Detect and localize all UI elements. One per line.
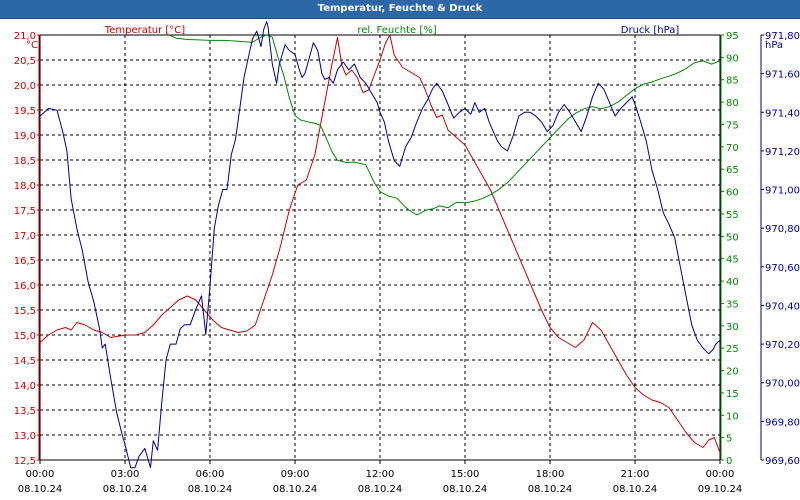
temperature-tick-label: 20,5 <box>14 56 36 67</box>
temperature-tick-label: 14,0 <box>14 381 36 392</box>
x-tick-label-time: 03:00 <box>111 469 140 480</box>
temperature-tick-label: 15,5 <box>14 306 36 317</box>
x-tick-label-date: 09.10.24 <box>698 484 743 495</box>
pressure-tick-label: 970,60 <box>765 263 800 274</box>
x-tick-label-time: 00:00 <box>706 469 735 480</box>
temperature-tick-label: 21,0 <box>14 31 36 42</box>
temperature-tick-label: 18,0 <box>14 181 36 192</box>
temperature-tick-label: 18,5 <box>14 156 36 167</box>
temperature-tick-label: 14,5 <box>14 356 36 367</box>
humidity-tick-label: 65 <box>726 165 739 176</box>
temperature-axis-label: Temperatur [°C] <box>104 25 185 36</box>
temperature-tick-label: 15,0 <box>14 331 36 342</box>
title-bar: Temperatur, Feuchte & Druck <box>0 0 800 19</box>
humidity-tick-label: 55 <box>726 210 739 221</box>
temperature-tick-label: 13,5 <box>14 406 36 417</box>
humidity-tick-label: 15 <box>726 389 739 400</box>
x-tick-label-date: 08.10.24 <box>18 484 63 495</box>
pressure-tick-label: 971,60 <box>765 70 800 81</box>
pressure-axis-label: Druck [hPa] <box>621 25 680 36</box>
humidity-tick-label: 85 <box>726 76 739 87</box>
series-line-pressure <box>39 21 721 469</box>
humidity-tick-label: 45 <box>726 255 739 266</box>
x-tick-label-time: 15:00 <box>451 469 480 480</box>
temperature-tick-label: 16,0 <box>14 281 36 292</box>
humidity-tick-label: 35 <box>726 299 739 310</box>
pressure-tick-label: 971,20 <box>765 147 800 158</box>
pressure-tick-label: 971,80 <box>765 31 800 42</box>
humidity-tick-label: 95 <box>726 31 739 42</box>
temperature-unit: °C <box>26 40 38 51</box>
humidity-tick-label: 10 <box>726 411 739 422</box>
pressure-tick-label: 971,40 <box>765 108 800 119</box>
pressure-tick-label: 970,80 <box>765 224 800 235</box>
temperature-tick-label: 19,0 <box>14 131 36 142</box>
x-tick-label-time: 06:00 <box>196 469 225 480</box>
temperature-tick-label: 19,5 <box>14 106 36 117</box>
humidity-tick-label: 90 <box>726 53 739 64</box>
humidity-tick-label: 50 <box>726 232 739 243</box>
x-tick-label-date: 08.10.24 <box>613 484 658 495</box>
humidity-tick-label: 40 <box>726 277 739 288</box>
x-tick-label-time: 12:00 <box>366 469 395 480</box>
pressure-tick-label: 970,40 <box>765 301 800 312</box>
pressure-tick-label: 971,00 <box>765 186 800 197</box>
x-tick-label-date: 08.10.24 <box>103 484 148 495</box>
x-tick-label-date: 08.10.24 <box>273 484 318 495</box>
humidity-tick-label: 75 <box>726 120 739 131</box>
x-tick-label-date: 08.10.24 <box>443 484 488 495</box>
temperature-tick-label: 17,5 <box>14 206 36 217</box>
pressure-tick-label: 969,60 <box>765 456 800 467</box>
x-tick-label-time: 21:00 <box>621 469 650 480</box>
x-tick-label-time: 09:00 <box>281 469 310 480</box>
pressure-unit: hPa <box>765 40 783 51</box>
humidity-tick-label: 25 <box>726 344 739 355</box>
x-tick-label-time: 00:00 <box>26 469 55 480</box>
pressure-tick-label: 970,20 <box>765 340 800 351</box>
x-tick-label-date: 08.10.24 <box>528 484 573 495</box>
pressure-tick-label: 970,00 <box>765 379 800 390</box>
x-tick-label-date: 08.10.24 <box>188 484 233 495</box>
pressure-tick-label: 969,80 <box>765 417 800 428</box>
temperature-tick-label: 16,5 <box>14 256 36 267</box>
chart-title: Temperatur, Feuchte & Druck <box>317 3 483 14</box>
humidity-tick-label: 0 <box>726 456 732 467</box>
humidity-tick-label: 20 <box>726 367 739 378</box>
humidity-tick-label: 80 <box>726 98 739 109</box>
humidity-tick-label: 60 <box>726 188 739 199</box>
humidity-tick-label: 70 <box>726 143 739 154</box>
humidity-axis-label: rel. Feuchte [%] <box>357 25 436 36</box>
series-line-temperature <box>39 34 721 453</box>
temperature-tick-label: 12,5 <box>14 456 36 467</box>
humidity-tick-label: 5 <box>726 434 732 445</box>
series-line-humidity <box>168 34 721 216</box>
temperature-tick-label: 13,0 <box>14 431 36 442</box>
temperature-tick-label: 17,0 <box>14 231 36 242</box>
x-tick-label-date: 08.10.24 <box>358 484 403 495</box>
temperature-tick-label: 20,0 <box>14 81 36 92</box>
x-tick-label-time: 18:00 <box>536 469 565 480</box>
humidity-tick-label: 30 <box>726 322 739 333</box>
